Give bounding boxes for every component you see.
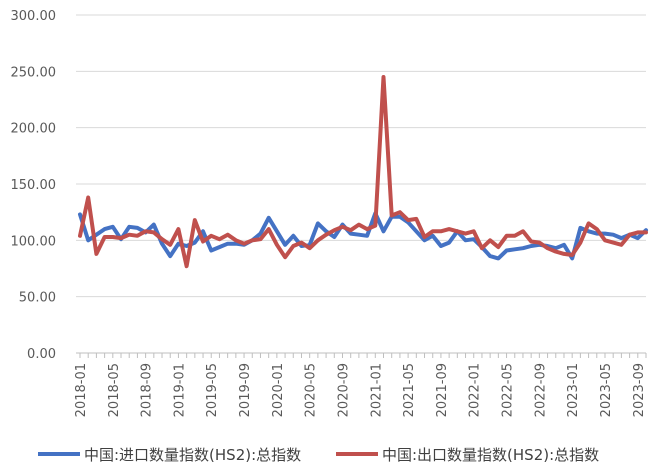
x-tick-label: 2022-01 [468, 363, 483, 417]
legend: 中国:进口数量指数(HS2):总指数 中国:出口数量指数(HS2):总指数 [38, 446, 599, 464]
y-tick-label: 0.00 [27, 347, 56, 362]
x-tick-label: 2023-09 [632, 363, 647, 417]
x-tick-label: 2018-01 [74, 363, 89, 417]
x-tick-label: 2020-09 [336, 363, 351, 417]
x-tick-label: 2022-09 [533, 363, 548, 417]
y-tick-label: 250.00 [11, 65, 57, 80]
x-tick-label: 2021-09 [435, 363, 450, 417]
x-tick-label: 2019-01 [172, 363, 187, 417]
x-tick-label: 2023-05 [599, 363, 614, 417]
x-axis: 2018-01 2018-05 2018-09 2019-01 2019-05 2019-… [74, 352, 647, 417]
series-lines [78, 75, 648, 269]
series-line-export [78, 75, 648, 269]
y-tick-label: 100.00 [11, 234, 57, 249]
x-tick-label: 2023-01 [566, 363, 581, 417]
legend-label-export: 中国:出口数量指数(HS2):总指数 [382, 446, 599, 464]
y-tick-label: 200.00 [11, 122, 57, 137]
y-tick-label: 300.00 [11, 9, 57, 24]
y-tick-label: 50.00 [19, 291, 56, 306]
legend-label-import: 中国:进口数量指数(HS2):总指数 [84, 446, 301, 464]
x-tick-label: 2018-05 [107, 363, 122, 417]
x-tick-label: 2022-05 [501, 363, 516, 417]
x-tick-label: 2020-05 [304, 363, 319, 417]
x-tick-label: 2018-09 [140, 363, 155, 417]
x-tick-label: 2021-01 [369, 363, 384, 417]
y-tick-label: 150.00 [11, 178, 57, 193]
y-axis: 0.00 50.00 100.00 150.00 200.00 250.00 300.00 [11, 9, 57, 362]
x-tick-label: 2021-05 [402, 363, 417, 417]
x-tick-label: 2020-01 [271, 363, 286, 417]
series-line-import [78, 211, 648, 261]
x-tick-label: 2019-05 [205, 363, 220, 417]
x-tick-label: 2019-09 [238, 363, 253, 417]
